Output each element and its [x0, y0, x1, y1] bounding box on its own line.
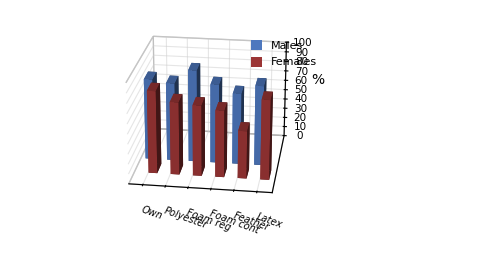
- Legend: Males, Females: Males, Females: [248, 37, 321, 71]
